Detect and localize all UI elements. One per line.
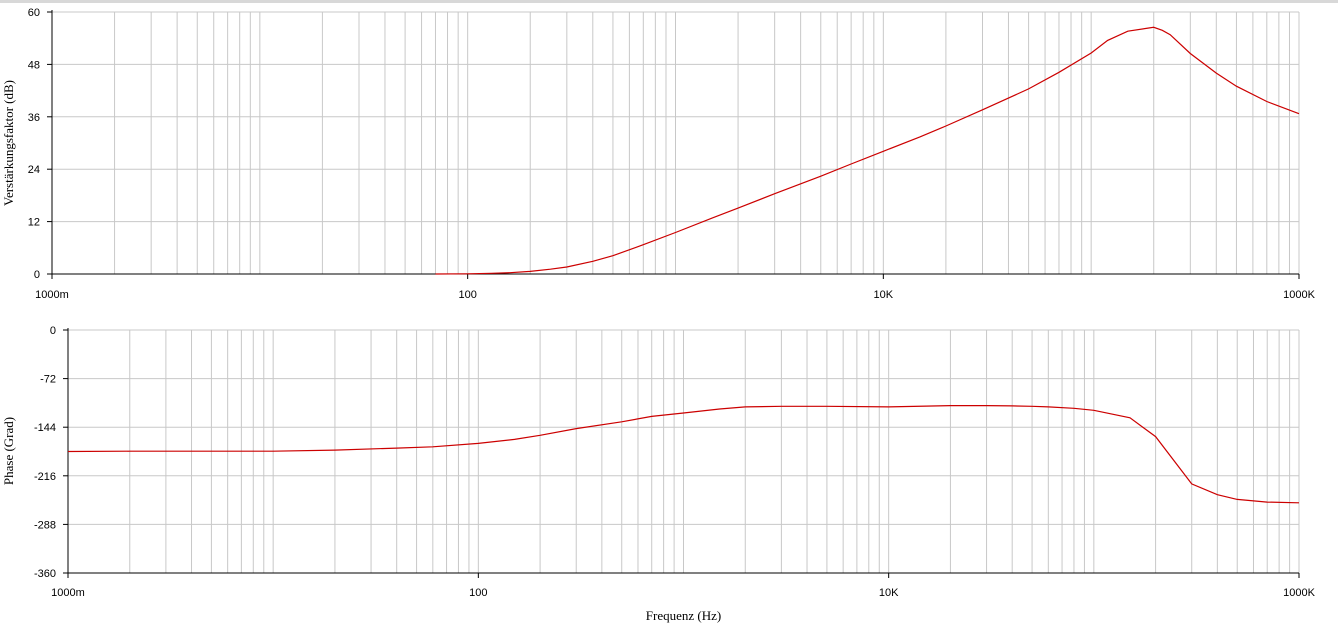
y-axis-title: Phase (Grad): [1, 417, 16, 485]
y-tick-label: -72: [40, 374, 56, 386]
x-tick-label: 1000K: [1283, 587, 1315, 599]
x-axis-title: Frequenz (Hz): [646, 608, 721, 623]
x-tick-label: 100: [458, 289, 476, 301]
y-axis-title: Verstärkungsfaktor (dB): [1, 80, 16, 206]
y-tick-label: -360: [34, 568, 56, 580]
x-tick-label: 1000K: [1283, 289, 1315, 301]
y-tick-label: -288: [34, 519, 56, 531]
x-tick-label: 10K: [874, 289, 894, 301]
x-tick-label: 1000m: [35, 289, 69, 301]
y-tick-label: 0: [34, 269, 40, 281]
phase-series-line: [67, 405, 1300, 504]
x-tick-label: 10K: [879, 587, 899, 599]
y-tick-label: 60: [28, 7, 40, 19]
y-tick-label: -144: [34, 422, 56, 434]
y-tick-label: 48: [28, 59, 40, 71]
y-tick-label: 0: [50, 325, 56, 337]
gain-series-line: [435, 26, 1300, 275]
y-tick-label: 24: [28, 164, 40, 176]
x-tick-label: 1000m: [51, 587, 85, 599]
y-tick-label: -216: [34, 471, 56, 483]
x-tick-label: 100: [469, 587, 487, 599]
y-tick-label: 12: [28, 217, 40, 229]
y-tick-label: 36: [28, 112, 40, 124]
window-top-border: [0, 0, 1338, 3]
